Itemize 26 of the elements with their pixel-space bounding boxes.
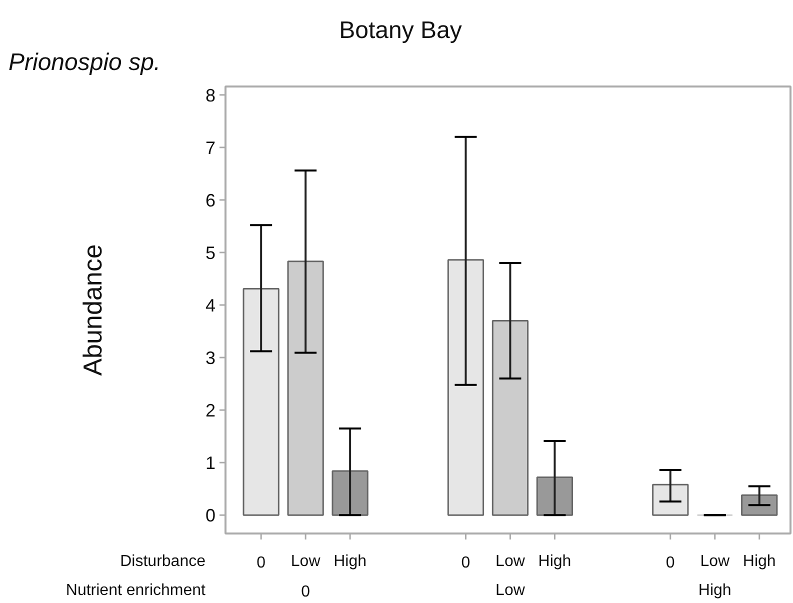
x-tick-label: 0 [256, 554, 266, 572]
y-tick-label: 4 [205, 296, 216, 316]
text: Nutrient enrichment [66, 582, 206, 599]
text: Disturbance [120, 553, 206, 570]
y-tick-label: 3 [205, 348, 216, 368]
x-tick-label: Low [290, 553, 321, 570]
y-tick-label: 1 [205, 453, 216, 474]
x-tick-label: High [334, 553, 367, 570]
x-tick-label: 0 [461, 554, 470, 572]
x-tick-label: Low [700, 553, 730, 570]
text: Low [496, 582, 526, 599]
y-tick-label: 7 [205, 138, 216, 158]
text: High [698, 582, 732, 599]
y-tick-label: 6 [205, 190, 216, 210]
chart-subtitle: Prionospio sp. [8, 49, 161, 76]
x-tick-label: Low [496, 553, 526, 570]
y-axis-title: Abundance [78, 244, 108, 376]
x-tick-label: High [742, 553, 776, 570]
y-tick-label: 8 [205, 85, 216, 106]
y-tick-label: 0 [205, 506, 216, 526]
y-tick-label: 5 [205, 242, 216, 263]
x-tick-label: High [538, 553, 572, 570]
chart-title: Botany Bay [339, 17, 462, 44]
y-tick-label: 2 [205, 400, 216, 421]
x-tick-label: 0 [666, 554, 675, 572]
text: 0 [301, 584, 310, 600]
